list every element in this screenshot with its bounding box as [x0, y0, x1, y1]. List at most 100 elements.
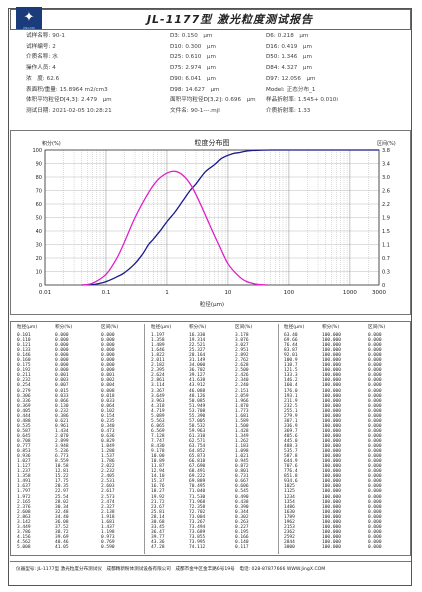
table-cell: 0.000 [368, 479, 382, 485]
info-field: D6: 0.218 μm [266, 33, 308, 40]
table-cell: 0.490 [235, 494, 249, 500]
table-cell: 0.015 [55, 388, 69, 394]
table-cell: 25.81 [151, 509, 165, 515]
table-cell: 19.314 [189, 338, 206, 344]
table-cell: 100.000 [322, 413, 341, 419]
table-cell: 36.47 [151, 529, 165, 535]
info-label: D97: [266, 75, 280, 82]
table-cell: 100.000 [322, 469, 341, 475]
table-cell: 58.532 [189, 423, 206, 429]
table-cell: 2.151 [235, 388, 249, 394]
chart-title: 粒度分布图 [195, 138, 230, 147]
table-cell: 0.302 [235, 514, 249, 520]
info-label: 浓 度: [26, 75, 45, 82]
table-cell: 0.973 [101, 534, 115, 540]
info-label: 样品折射率: [266, 97, 296, 104]
table-cell: 1.537 [101, 454, 115, 460]
table-cell: 83.87 [284, 348, 298, 354]
table-cell: 707.6 [284, 464, 298, 470]
table-cell: 2.426 [235, 373, 249, 379]
table-cell: 100.000 [322, 333, 341, 338]
table-cell: 0.133 [17, 348, 31, 354]
table-cell: 69.222 [189, 474, 206, 480]
table-cell: 6.065 [151, 423, 165, 429]
info-value: 2021-02-05 10:28:21 [52, 107, 112, 114]
table-cell: 1.237 [17, 469, 31, 475]
table-header-cell: 粒径(μm) [284, 325, 305, 330]
info-value: 4.327 μm [281, 65, 312, 72]
table-cell: 100.000 [322, 438, 341, 444]
table-cell: 1125 [284, 489, 295, 495]
table-cell: 0.001 [101, 373, 115, 379]
table-cell: 2.617 [101, 489, 115, 495]
table-cell: 0.121 [17, 343, 31, 349]
table-cell: 0.008 [101, 388, 115, 394]
table-cell: 4.318 [151, 403, 165, 409]
table-cell: 2.624 [151, 373, 165, 379]
table-cell: 1.127 [17, 464, 31, 470]
table-cell: 2.474 [101, 499, 115, 505]
info-label: D6: [266, 33, 276, 39]
table-cell: 68.491 [189, 469, 206, 475]
table-cell: 0.000 [368, 484, 382, 490]
table-cell: 8.430 [151, 444, 165, 450]
table-cell: 1486 [284, 504, 295, 510]
y-right-tick: 1.5 [382, 229, 390, 235]
info-value: 2.974 μm [185, 65, 216, 72]
table-header-cell: 积分(%) [189, 325, 207, 330]
table-cell: 3.027 [235, 343, 249, 349]
table-cell: 110.7 [284, 363, 298, 369]
info-value: 0.150 μm [181, 33, 213, 39]
table-cell: 0.829 [101, 438, 115, 444]
y-right-tick: 1.9 [382, 216, 390, 222]
table-cell: 0.000 [368, 519, 382, 525]
table-cell: 2844 [284, 539, 295, 545]
table-cell: 0.621 [55, 418, 69, 424]
info-label: D25: [170, 54, 184, 61]
table-cell: 0.000 [101, 348, 115, 354]
info-field: D90: 6.041 μm [170, 76, 216, 83]
table-cell: 1.358 [17, 474, 31, 480]
table-cell: 2.165 [17, 499, 31, 505]
table-cell: 1.681 [101, 519, 115, 525]
table-cell: 0.000 [101, 368, 115, 374]
table-cell: 0.000 [368, 383, 382, 389]
table-cell: 0.000 [368, 469, 382, 475]
logo-star-icon: ✦ [23, 10, 35, 25]
table-cell: 12.81 [55, 469, 69, 475]
info-label: D98: [170, 86, 184, 93]
table-cell: 6.569 [151, 428, 165, 434]
table-cell: 5.008 [17, 544, 31, 550]
table-cell: 1.288 [101, 449, 115, 455]
table-cell: 0.000 [368, 338, 382, 344]
table-cell: 0.438 [235, 499, 249, 505]
table-cell: 0.033 [55, 393, 69, 399]
table-cell: 0.000 [101, 358, 115, 364]
table-cell: 64.852 [189, 449, 206, 455]
table-cell: 307.1 [284, 418, 298, 424]
table-cell: 0.000 [55, 343, 69, 349]
table-cell: 2.240 [235, 383, 249, 389]
table-cell: 15.22 [55, 474, 69, 480]
info-value: 1.33 [297, 107, 311, 114]
table-cell: 5.089 [151, 413, 165, 419]
table-cell: 1.198 [101, 529, 115, 535]
table-cell: 0.000 [368, 438, 382, 444]
table-cell: 7.128 [151, 433, 165, 439]
table-cell: 0.102 [101, 408, 115, 414]
table-cell: 1.349 [235, 433, 249, 439]
info-field: Model: 正态分布_1 [266, 87, 315, 94]
table-cell: 100.9 [284, 358, 298, 364]
table-cell: 71.968 [189, 499, 206, 505]
x-tick: 0.1 [102, 290, 111, 296]
table-cell: 405.6 [284, 433, 298, 439]
table-cell: 100.000 [322, 459, 341, 465]
table-cell: 2.573 [101, 494, 115, 500]
table-cell: 0.232 [17, 378, 31, 384]
table-cell: 0.110 [17, 338, 31, 344]
info-label: Model: [266, 86, 285, 93]
table-cell: 1.589 [235, 418, 249, 424]
table-cell: 0.004 [101, 383, 115, 389]
table-cell: 3.649 [151, 393, 165, 399]
table-cell: 100.000 [322, 494, 341, 500]
